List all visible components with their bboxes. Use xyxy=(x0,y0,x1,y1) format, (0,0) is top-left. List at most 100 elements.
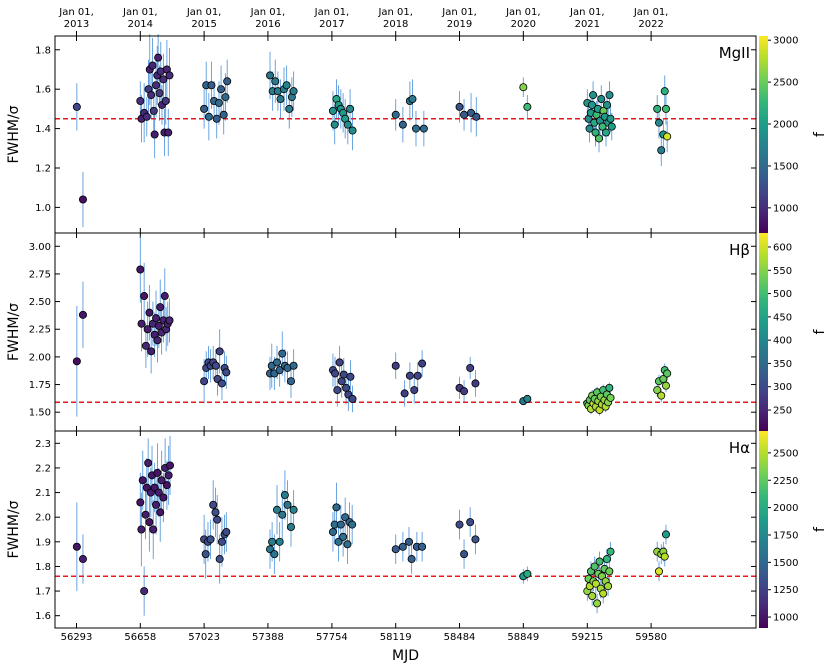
y-tick-label: 1.6 xyxy=(35,85,51,96)
data-point xyxy=(346,104,355,113)
colorbar-tick-label: 2250 xyxy=(773,476,798,487)
x-tick-label: 58119 xyxy=(380,632,412,643)
data-point xyxy=(418,542,427,551)
data-point xyxy=(276,95,285,104)
data-point xyxy=(602,555,611,564)
y-tick-label: 3.00 xyxy=(29,242,51,253)
panel-2: 1.6 1.7 1.8 1.9 2.0 2.1 2.2 2.3 Hα FWHM/σ 1000 1250… xyxy=(6,430,828,629)
data-point xyxy=(606,393,615,402)
colorbar-tick-label: 1250 xyxy=(773,585,798,596)
y-tick-label: 2.2 xyxy=(35,463,51,474)
colorbar xyxy=(759,233,768,431)
data-point xyxy=(206,535,215,544)
data-point xyxy=(331,369,340,378)
y-axis-title: FWHM/σ xyxy=(6,500,22,558)
colorbar-tick-label: 250 xyxy=(773,406,792,417)
y-tick-label: 2.3 xyxy=(35,439,51,450)
data-point xyxy=(156,303,165,312)
data-point xyxy=(339,370,348,379)
colorbar-tick-label: 500 xyxy=(773,289,792,300)
data-point xyxy=(348,520,357,529)
data-point xyxy=(219,110,228,119)
data-point xyxy=(607,122,616,131)
data-point xyxy=(211,508,220,517)
top-tick-label-line2: 2022 xyxy=(638,19,663,30)
colorbar-tick-label: 550 xyxy=(773,266,792,277)
data-point xyxy=(654,118,663,127)
data-point xyxy=(472,112,481,121)
data-point xyxy=(589,91,598,100)
data-point xyxy=(653,386,662,395)
data-point xyxy=(78,310,87,319)
data-point xyxy=(523,569,532,578)
y-tick-label: 1.7 xyxy=(35,587,51,598)
data-point xyxy=(606,114,615,123)
top-tick-label-line1: Jan 01, xyxy=(250,7,286,18)
data-point xyxy=(328,106,337,115)
data-point xyxy=(268,537,277,546)
data-point xyxy=(591,128,600,137)
colorbar-tick-label: 1000 xyxy=(773,613,798,624)
y-tick-label: 1.6 xyxy=(35,611,51,622)
data-point xyxy=(166,461,175,470)
data-point xyxy=(140,292,149,301)
data-point xyxy=(398,120,407,129)
data-point xyxy=(663,369,672,378)
x-tick-label: 58484 xyxy=(444,632,476,643)
data-point xyxy=(289,87,298,96)
data-point xyxy=(657,146,666,155)
data-point xyxy=(148,61,157,70)
data-point xyxy=(590,562,599,571)
data-point xyxy=(467,108,476,117)
data-point xyxy=(605,91,614,100)
data-point xyxy=(155,89,164,98)
data-point xyxy=(214,98,223,107)
y-tick-label: 2.0 xyxy=(35,513,51,524)
data-point xyxy=(201,550,210,559)
data-point xyxy=(455,520,464,529)
x-tick-label: 56293 xyxy=(61,632,93,643)
data-point xyxy=(595,134,604,143)
data-point xyxy=(348,126,357,135)
data-point xyxy=(405,371,414,380)
data-point xyxy=(603,100,612,109)
data-point xyxy=(72,542,81,551)
data-points xyxy=(72,459,670,608)
y-tick-label: 1.8 xyxy=(35,562,51,573)
top-tick-label-line1: Jan 01, xyxy=(441,7,477,18)
data-point xyxy=(161,97,170,106)
panel-frame xyxy=(54,430,757,629)
y-axis-title: FWHM/σ xyxy=(6,105,22,163)
panel-background xyxy=(55,233,756,431)
data-point xyxy=(266,545,275,554)
data-point xyxy=(221,93,230,102)
y-tick-label: 2.1 xyxy=(35,488,51,499)
colorbar-title: f xyxy=(812,328,828,334)
data-point xyxy=(207,81,216,90)
data-point xyxy=(154,321,163,330)
data-point xyxy=(455,102,464,111)
top-tick-label-line1: Jan 01, xyxy=(314,7,350,18)
data-point xyxy=(334,537,343,546)
data-point xyxy=(165,316,174,325)
data-point xyxy=(654,567,663,576)
data-point xyxy=(471,379,480,388)
data-point xyxy=(152,500,161,509)
data-point xyxy=(140,587,149,596)
data-point xyxy=(418,359,427,368)
data-point xyxy=(391,545,400,554)
data-point xyxy=(597,95,606,104)
data-point xyxy=(150,130,159,139)
top-tick-label-line2: 2017 xyxy=(319,19,344,30)
data-point xyxy=(270,550,279,559)
data-point xyxy=(136,97,145,106)
data-point xyxy=(286,523,295,532)
data-point xyxy=(660,87,669,96)
data-point xyxy=(339,532,348,541)
data-point xyxy=(335,358,344,367)
panel-label: MgII xyxy=(719,44,750,62)
data-point xyxy=(460,550,469,559)
data-point xyxy=(149,106,158,115)
top-tick-label-line2: 2016 xyxy=(255,19,280,30)
